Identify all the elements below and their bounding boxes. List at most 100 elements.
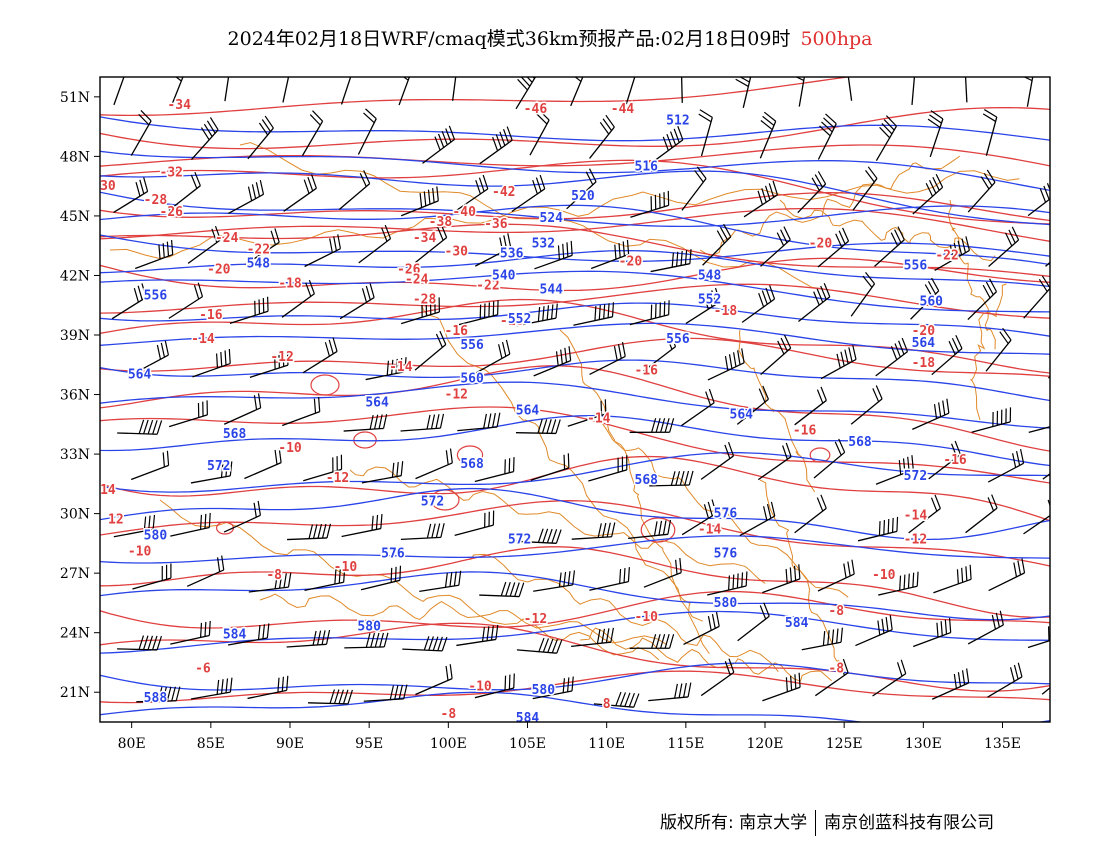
height-contour-label: 560 (460, 372, 484, 387)
wind-barb (223, 500, 261, 533)
longitude-axis: 80E 85E 90E 95E 100E 105E 110E 115E 120E 125E 130E… (118, 722, 1021, 752)
wind-barb (650, 249, 692, 273)
height-contour-line (100, 571, 1050, 621)
wind-barb (168, 282, 204, 319)
temperature-contour-line (100, 159, 1050, 225)
wind-barb (190, 117, 219, 161)
height-contour-label: 584 (516, 711, 540, 726)
wind-barb (344, 632, 389, 649)
wind-barb (707, 348, 745, 381)
wind-barb (735, 77, 754, 108)
height-contour-label: 568 (460, 457, 484, 472)
height-contour-line (100, 359, 1050, 402)
height-contour-label: 548 (247, 257, 271, 272)
wind-barb (1042, 454, 1050, 480)
wind-barb (1028, 412, 1050, 434)
temperature-contour-label: 30 (100, 179, 116, 194)
temperature-contour-label: -12 (445, 388, 468, 403)
wind-barb (589, 567, 630, 591)
height-contour-label: 584 (223, 628, 247, 643)
wind-barb (516, 637, 563, 654)
wind-barb (628, 519, 672, 540)
wind-barb (817, 559, 855, 592)
height-contour-label: 556 (460, 338, 484, 353)
footer: 版权所有: 南京大学 南京创蓝科技有限公司 (660, 808, 994, 836)
wind-barb (845, 77, 853, 101)
temperature-contour-line (100, 546, 1050, 618)
temperature-contour-line (100, 257, 1050, 292)
lat-tick-label: 30N (60, 507, 90, 523)
wind-barb (820, 345, 857, 380)
wind-barb (248, 572, 292, 593)
temperature-contour-line (100, 207, 1050, 242)
wind-barb (282, 397, 321, 427)
wind-barb (743, 180, 779, 218)
wind-barb (451, 77, 459, 101)
wind-barb (117, 419, 163, 435)
wind-barb (132, 340, 169, 375)
wind-barb (228, 179, 265, 215)
temperature-contour-label: -38 (429, 215, 453, 230)
wind-barb (363, 684, 408, 702)
temperature-contour-line (100, 337, 1050, 377)
height-contour-line (100, 150, 1050, 192)
wind-barb (343, 414, 388, 432)
wind-barb (649, 470, 694, 487)
temperature-contour-label: -16 (793, 423, 817, 438)
wind-barb (707, 571, 748, 596)
wind-barb (681, 499, 717, 536)
height-contour-line (100, 415, 1050, 467)
lat-tick-label: 21N (60, 685, 90, 701)
plot-frame (99, 76, 1051, 723)
height-contour-label: 512 (666, 114, 689, 129)
latitude-axis: 51N 48N 45N 42N 39N 36N 33N 30N 27N 24N 21N (60, 90, 100, 701)
lat-tick-label: 39N (60, 328, 90, 344)
wind-barb (878, 571, 919, 596)
lat-tick-label: 33N (60, 447, 90, 463)
wind-barb (130, 450, 170, 481)
height-contour-label: 580 (714, 596, 738, 611)
height-contour-label: 576 (381, 546, 405, 561)
wind-barb (111, 283, 147, 320)
wind-barb (625, 77, 639, 105)
wind-barb (339, 283, 375, 320)
temperature-contour-label: -30 (445, 245, 469, 260)
org-chuanglan: 南京创蓝科技有限公司 (824, 813, 995, 833)
temperature-contour-label: -10 (334, 560, 358, 575)
wind-barb (797, 171, 827, 214)
wind-barb (794, 494, 827, 534)
wind-barb (757, 442, 792, 481)
height-contour-label: 536 (500, 247, 524, 262)
temperature-contour-label: -18 (912, 356, 936, 371)
wind-barb (643, 558, 682, 588)
wind-barb (224, 77, 232, 102)
temperature-contour-label: -12 (326, 471, 349, 486)
wind-barb (912, 617, 952, 648)
wind-barb (650, 126, 684, 165)
wind-barb (229, 296, 269, 325)
height-contour-label: 572 (904, 469, 927, 484)
wind-barb (801, 627, 843, 651)
wind-barb (985, 327, 1012, 372)
wind-barb (912, 173, 944, 215)
wind-barb (700, 442, 735, 480)
wind-barb (931, 668, 970, 700)
wind-barb (227, 623, 270, 646)
wind-barb (700, 658, 735, 697)
wind-barb (190, 677, 233, 700)
wind-barb (130, 110, 152, 156)
temperature-contour-label: -8 (828, 661, 844, 676)
lat-tick-label: 51N (60, 90, 90, 106)
boundary-line (970, 283, 1007, 421)
height-contour-label: 552 (508, 312, 531, 327)
temperature-contour-line (100, 298, 1050, 374)
wind-barb (931, 335, 963, 376)
wind-barb (648, 682, 692, 702)
temperature-contour-label: -44 (611, 102, 635, 117)
temperature-contour-line (100, 144, 1050, 167)
wind-barb (817, 113, 837, 160)
wind-barb (422, 125, 456, 164)
height-contour-label: 568 (848, 435, 872, 450)
height-contours (100, 116, 1050, 722)
